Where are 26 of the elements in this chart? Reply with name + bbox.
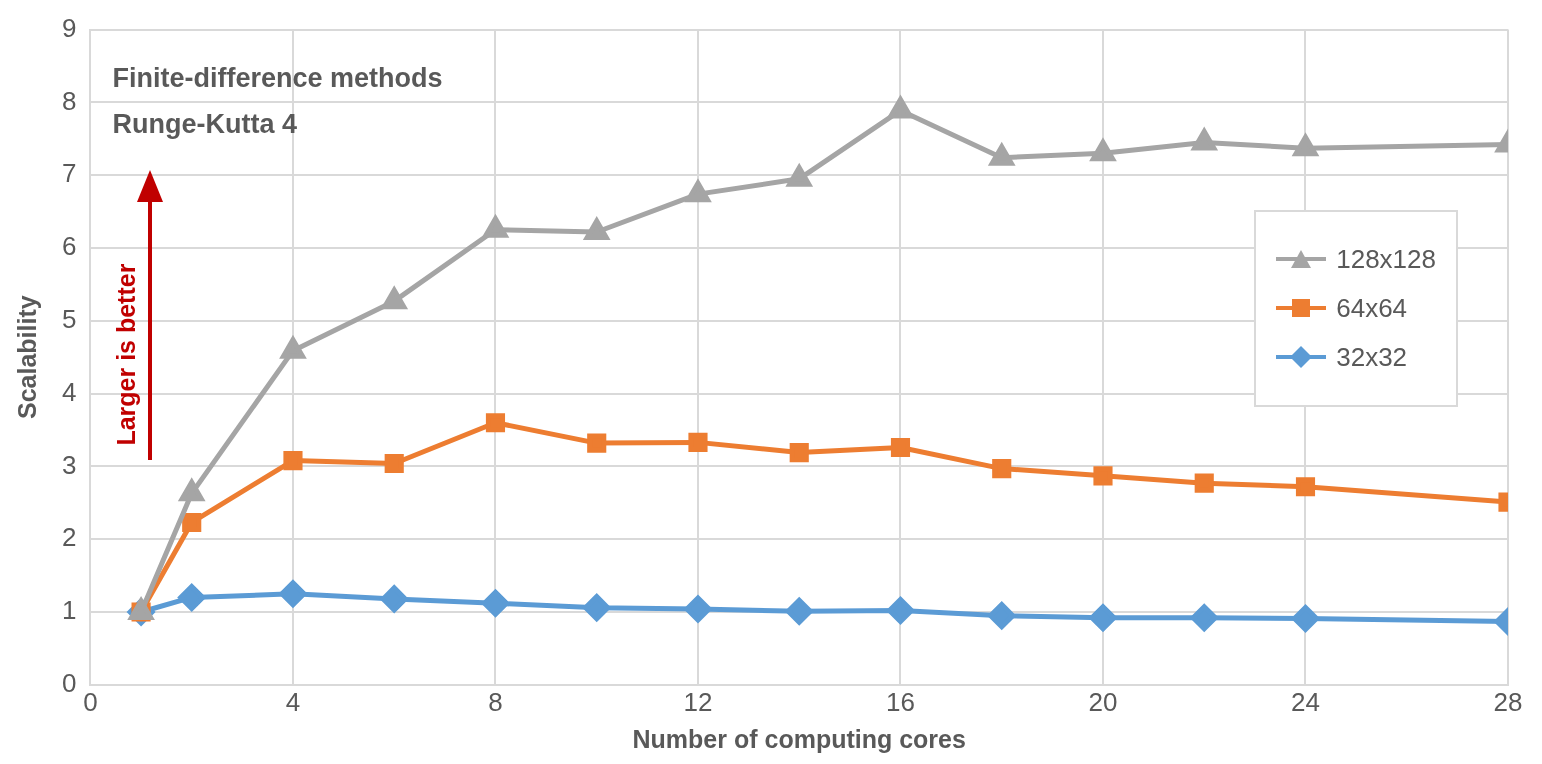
y-tick-label: 4 — [61, 376, 77, 407]
x-tick-label: 12 — [683, 686, 713, 717]
y-tick-label: 9 — [61, 12, 77, 43]
y-tick-label: 8 — [61, 85, 77, 116]
y-tick-label: 6 — [61, 231, 77, 262]
x-tick-label: 20 — [1088, 686, 1118, 717]
y-axis-title: Scalability — [12, 295, 41, 420]
y-tick-label: 5 — [61, 303, 77, 334]
y-tick-label: 1 — [61, 595, 77, 626]
y-tick-label: 0 — [61, 667, 77, 698]
y-tick-label: 3 — [61, 449, 77, 480]
legend-label: 64x64 — [1336, 292, 1408, 324]
annotation: Runge-Kutta 4 — [112, 109, 297, 140]
legend-label: 32x32 — [1336, 341, 1408, 373]
x-tick-label: 24 — [1291, 686, 1320, 717]
y-tick-label: 7 — [61, 158, 77, 189]
x-tick-label: 0 — [83, 686, 98, 717]
x-axis-title: Number of computing cores — [632, 724, 966, 753]
x-tick-label: 4 — [285, 686, 301, 717]
annotation: Larger is better — [112, 263, 141, 446]
x-tick-label: 8 — [488, 686, 503, 717]
annotation: Finite-difference methods — [112, 63, 443, 94]
x-tick-label: 28 — [1493, 686, 1523, 717]
x-tick-label: 16 — [886, 686, 915, 717]
legend-label: 128x128 — [1336, 243, 1436, 275]
y-tick-label: 2 — [61, 522, 77, 553]
